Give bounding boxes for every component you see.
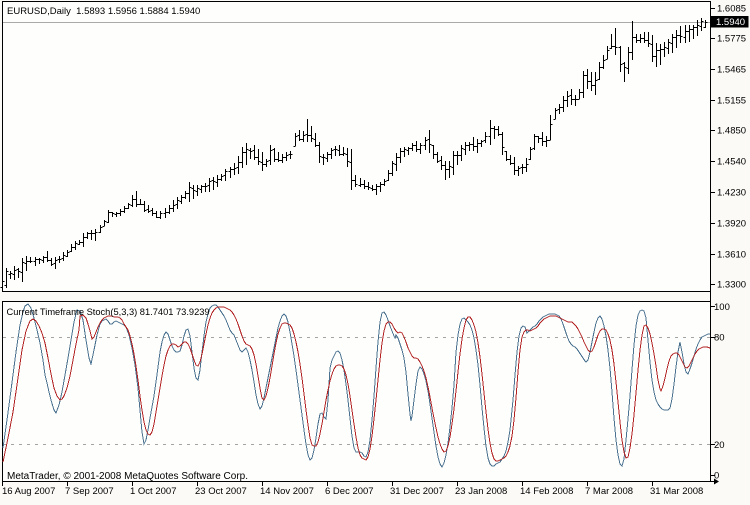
svg-text:14 Nov 2007: 14 Nov 2007	[260, 486, 314, 497]
svg-text:1.5465: 1.5465	[717, 65, 746, 76]
svg-text:1 Oct 2007: 1 Oct 2007	[130, 486, 176, 497]
svg-text:1.4540: 1.4540	[717, 157, 746, 168]
svg-text:16 Aug 2007: 16 Aug 2007	[2, 486, 55, 497]
svg-text:1.3920: 1.3920	[717, 219, 746, 230]
svg-text:1.5940: 1.5940	[716, 17, 745, 28]
svg-text:1.3300: 1.3300	[717, 280, 746, 291]
svg-text:0: 0	[714, 471, 719, 482]
svg-text:Current Timeframe Stoch(5,3,3): Current Timeframe Stoch(5,3,3) 81.7401 7…	[7, 307, 210, 317]
svg-text:100: 100	[714, 302, 730, 313]
svg-text:MetaTrader, © 2001-2008 MetaQu: MetaTrader, © 2001-2008 MetaQuotes Softw…	[7, 471, 248, 482]
svg-text:1.6085: 1.6085	[717, 4, 746, 15]
svg-text:1.5775: 1.5775	[717, 34, 746, 45]
svg-text:7 Mar 2008: 7 Mar 2008	[585, 486, 633, 497]
svg-text:23 Oct 2007: 23 Oct 2007	[195, 486, 247, 497]
svg-text:1.4230: 1.4230	[717, 188, 746, 199]
svg-text:14 Feb 2008: 14 Feb 2008	[520, 486, 573, 497]
svg-text:6 Dec 2007: 6 Dec 2007	[325, 486, 374, 497]
svg-text:EURUSD,Daily 1.5893 1.5956 1.: EURUSD,Daily 1.5893 1.5956 1.5884 1.5940	[7, 6, 200, 17]
svg-text:1.3610: 1.3610	[717, 250, 746, 261]
svg-text:1.4850: 1.4850	[717, 126, 746, 137]
svg-text:23 Jan 2008: 23 Jan 2008	[455, 486, 507, 497]
svg-text:7 Sep 2007: 7 Sep 2007	[65, 486, 114, 497]
svg-text:31 Dec 2007: 31 Dec 2007	[390, 486, 444, 497]
svg-text:80: 80	[714, 333, 725, 344]
svg-text:1.5155: 1.5155	[717, 96, 746, 107]
svg-text:20: 20	[714, 440, 725, 451]
svg-text:31 Mar 2008: 31 Mar 2008	[650, 486, 703, 497]
